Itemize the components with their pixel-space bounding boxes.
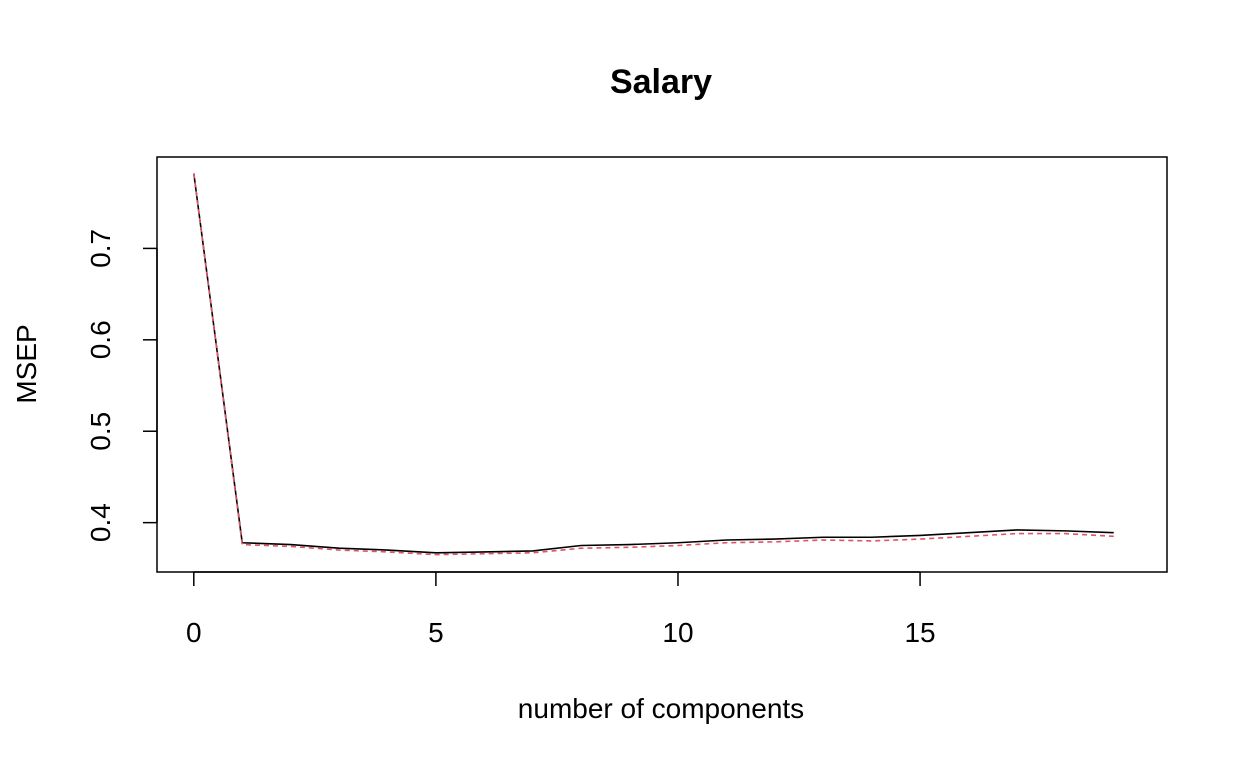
plot-frame: [156, 156, 1168, 573]
x-tick-label: 15: [904, 617, 935, 648]
chart-title: Salary: [610, 63, 712, 101]
x-tick-label: 10: [662, 617, 693, 648]
y-tick-label: 0.7: [85, 229, 116, 268]
series-line-1: [193, 173, 1114, 554]
y-axis-label: MSEP: [11, 324, 42, 403]
y-tick-label: 0.5: [85, 412, 116, 451]
x-axis: 0 5 10 15: [186, 571, 936, 648]
x-tick-label: 5: [428, 617, 444, 648]
x-tick-label: 0: [186, 617, 202, 648]
series-line-2: [193, 173, 1114, 556]
x-axis-label: number of components: [518, 693, 804, 724]
series-layer: [193, 173, 1114, 556]
y-tick-label: 0.4: [85, 503, 116, 542]
y-axis: 0.4 0.5 0.6 0.7: [85, 229, 158, 542]
y-tick-label: 0.6: [85, 320, 116, 359]
